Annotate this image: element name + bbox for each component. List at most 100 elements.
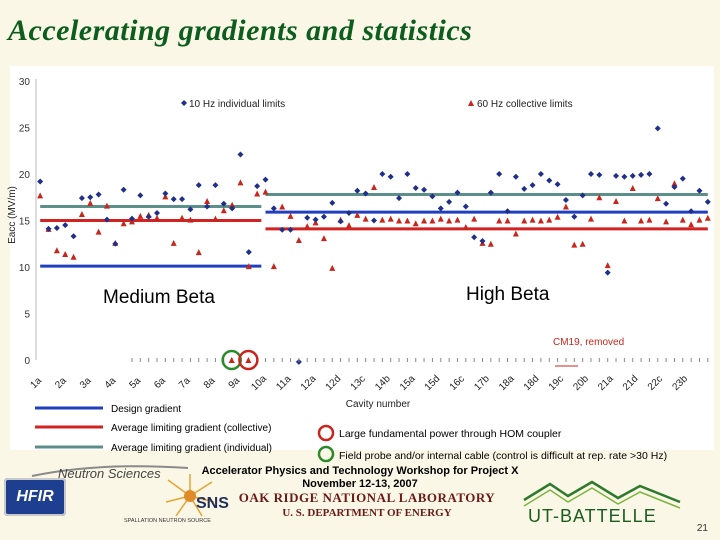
individual-point (120, 186, 127, 193)
individual-point (454, 189, 461, 196)
collective-point (396, 217, 403, 224)
collective-point (371, 184, 377, 191)
collective-point (496, 217, 503, 224)
individual-point (504, 208, 511, 215)
x-tick-label: 19c (547, 374, 566, 393)
individual-point (387, 173, 394, 180)
collective-point (387, 215, 394, 222)
collective-point (354, 211, 361, 218)
collective-point (571, 241, 578, 248)
legend-individual-label: 10 Hz individual limits (189, 99, 285, 110)
y-tick-label: 10 (19, 263, 31, 274)
individual-point (638, 171, 645, 178)
x-tick-label: 7a (177, 375, 193, 391)
footer-department: U. S. DEPARTMENT OF ENERGY (282, 507, 452, 519)
sns-subtext: SPALLATION NEUTRON SOURCE (124, 518, 211, 524)
x-tick-label: 11a (274, 373, 293, 392)
individual-point (170, 196, 177, 203)
legend-triangle-marker (468, 100, 474, 106)
individual-point (537, 171, 544, 177)
individual-point (195, 182, 202, 189)
individual-point (546, 177, 553, 184)
footer-dates: November 12-13, 2007 (302, 478, 418, 490)
slide-title: Accelerating gradients and statistics (8, 14, 473, 47)
individual-point (229, 205, 236, 212)
individual-point (496, 171, 503, 177)
individual-point (179, 196, 186, 203)
collective-point (521, 217, 528, 224)
legend-diamond-marker (181, 100, 187, 106)
individual-point (704, 198, 711, 205)
collective-point (195, 249, 202, 256)
collective-point (62, 250, 69, 257)
collective-point (604, 262, 611, 269)
individual-point (320, 213, 327, 220)
individual-point (95, 191, 102, 198)
collective-point (154, 214, 161, 221)
circled-marker-point (245, 357, 252, 363)
individual-point (237, 151, 244, 158)
individual-point (204, 203, 211, 210)
collective-point (671, 180, 678, 187)
x-tick-label: 21a (596, 373, 616, 393)
x-tick-label: 2a (53, 375, 69, 391)
neutron-sciences-text: Neutron Sciences (58, 466, 161, 481)
collective-point (446, 217, 453, 224)
individual-point (287, 226, 294, 233)
x-tick-label: 12a (299, 373, 319, 393)
collective-point (504, 217, 511, 224)
individual-point (45, 225, 52, 232)
individual-point (529, 182, 536, 189)
individual-point (354, 187, 361, 194)
individual-point (329, 199, 336, 206)
individual-point (621, 173, 628, 180)
individual-point (646, 171, 653, 177)
collective-point (663, 218, 670, 225)
individual-point (62, 222, 69, 229)
collective-point (654, 195, 661, 202)
x-axis-label: Cavity number (346, 399, 411, 410)
collective-point (454, 216, 461, 223)
page-number: 21 (696, 523, 708, 534)
individual-point (345, 210, 352, 217)
y-tick-labels: 0 5 10 15 20 25 30 (19, 77, 31, 367)
individual-point (37, 178, 44, 185)
collective-point (103, 202, 110, 209)
individual-point (446, 198, 453, 205)
collective-point (437, 215, 444, 222)
y-tick-label: 25 (19, 124, 31, 135)
individual-point (112, 240, 119, 247)
individual-point (471, 234, 478, 241)
collective-point (562, 203, 569, 210)
high-beta-label: High Beta (466, 284, 550, 305)
collective-point (471, 215, 478, 222)
collective-point (537, 217, 544, 224)
individual-point (562, 197, 569, 204)
x-tick-label: 18a (497, 373, 517, 393)
individual-point (187, 206, 194, 213)
collective-point (279, 203, 286, 210)
collective-point (95, 228, 102, 235)
collective-point (613, 197, 620, 204)
individual-point (312, 216, 319, 223)
collective-point (220, 207, 227, 214)
x-tick-label: 9a (227, 375, 243, 391)
legend-collective-label: 60 Hz collective limits (477, 99, 573, 110)
individual-point (371, 217, 377, 224)
legend-red-circle-icon (317, 424, 335, 442)
individual-point (212, 182, 219, 189)
circled-markers (221, 349, 259, 371)
individual-point (604, 269, 611, 276)
circled-marker (238, 349, 259, 371)
collective-point (37, 192, 44, 199)
legend-top: 10 Hz individual limits 60 Hz collective… (181, 99, 573, 110)
footer-workshop: Accelerator Physics and Technology Works… (201, 465, 519, 477)
plot-background (10, 66, 714, 450)
x-tick-label: 3a (78, 375, 94, 391)
collective-point (704, 214, 711, 221)
collective-point (304, 223, 311, 230)
individual-point (412, 184, 419, 191)
neutron-sciences-logo: Neutron Sciences (30, 460, 190, 484)
individual-point (429, 193, 436, 200)
y-tick-label: 0 (24, 356, 30, 367)
